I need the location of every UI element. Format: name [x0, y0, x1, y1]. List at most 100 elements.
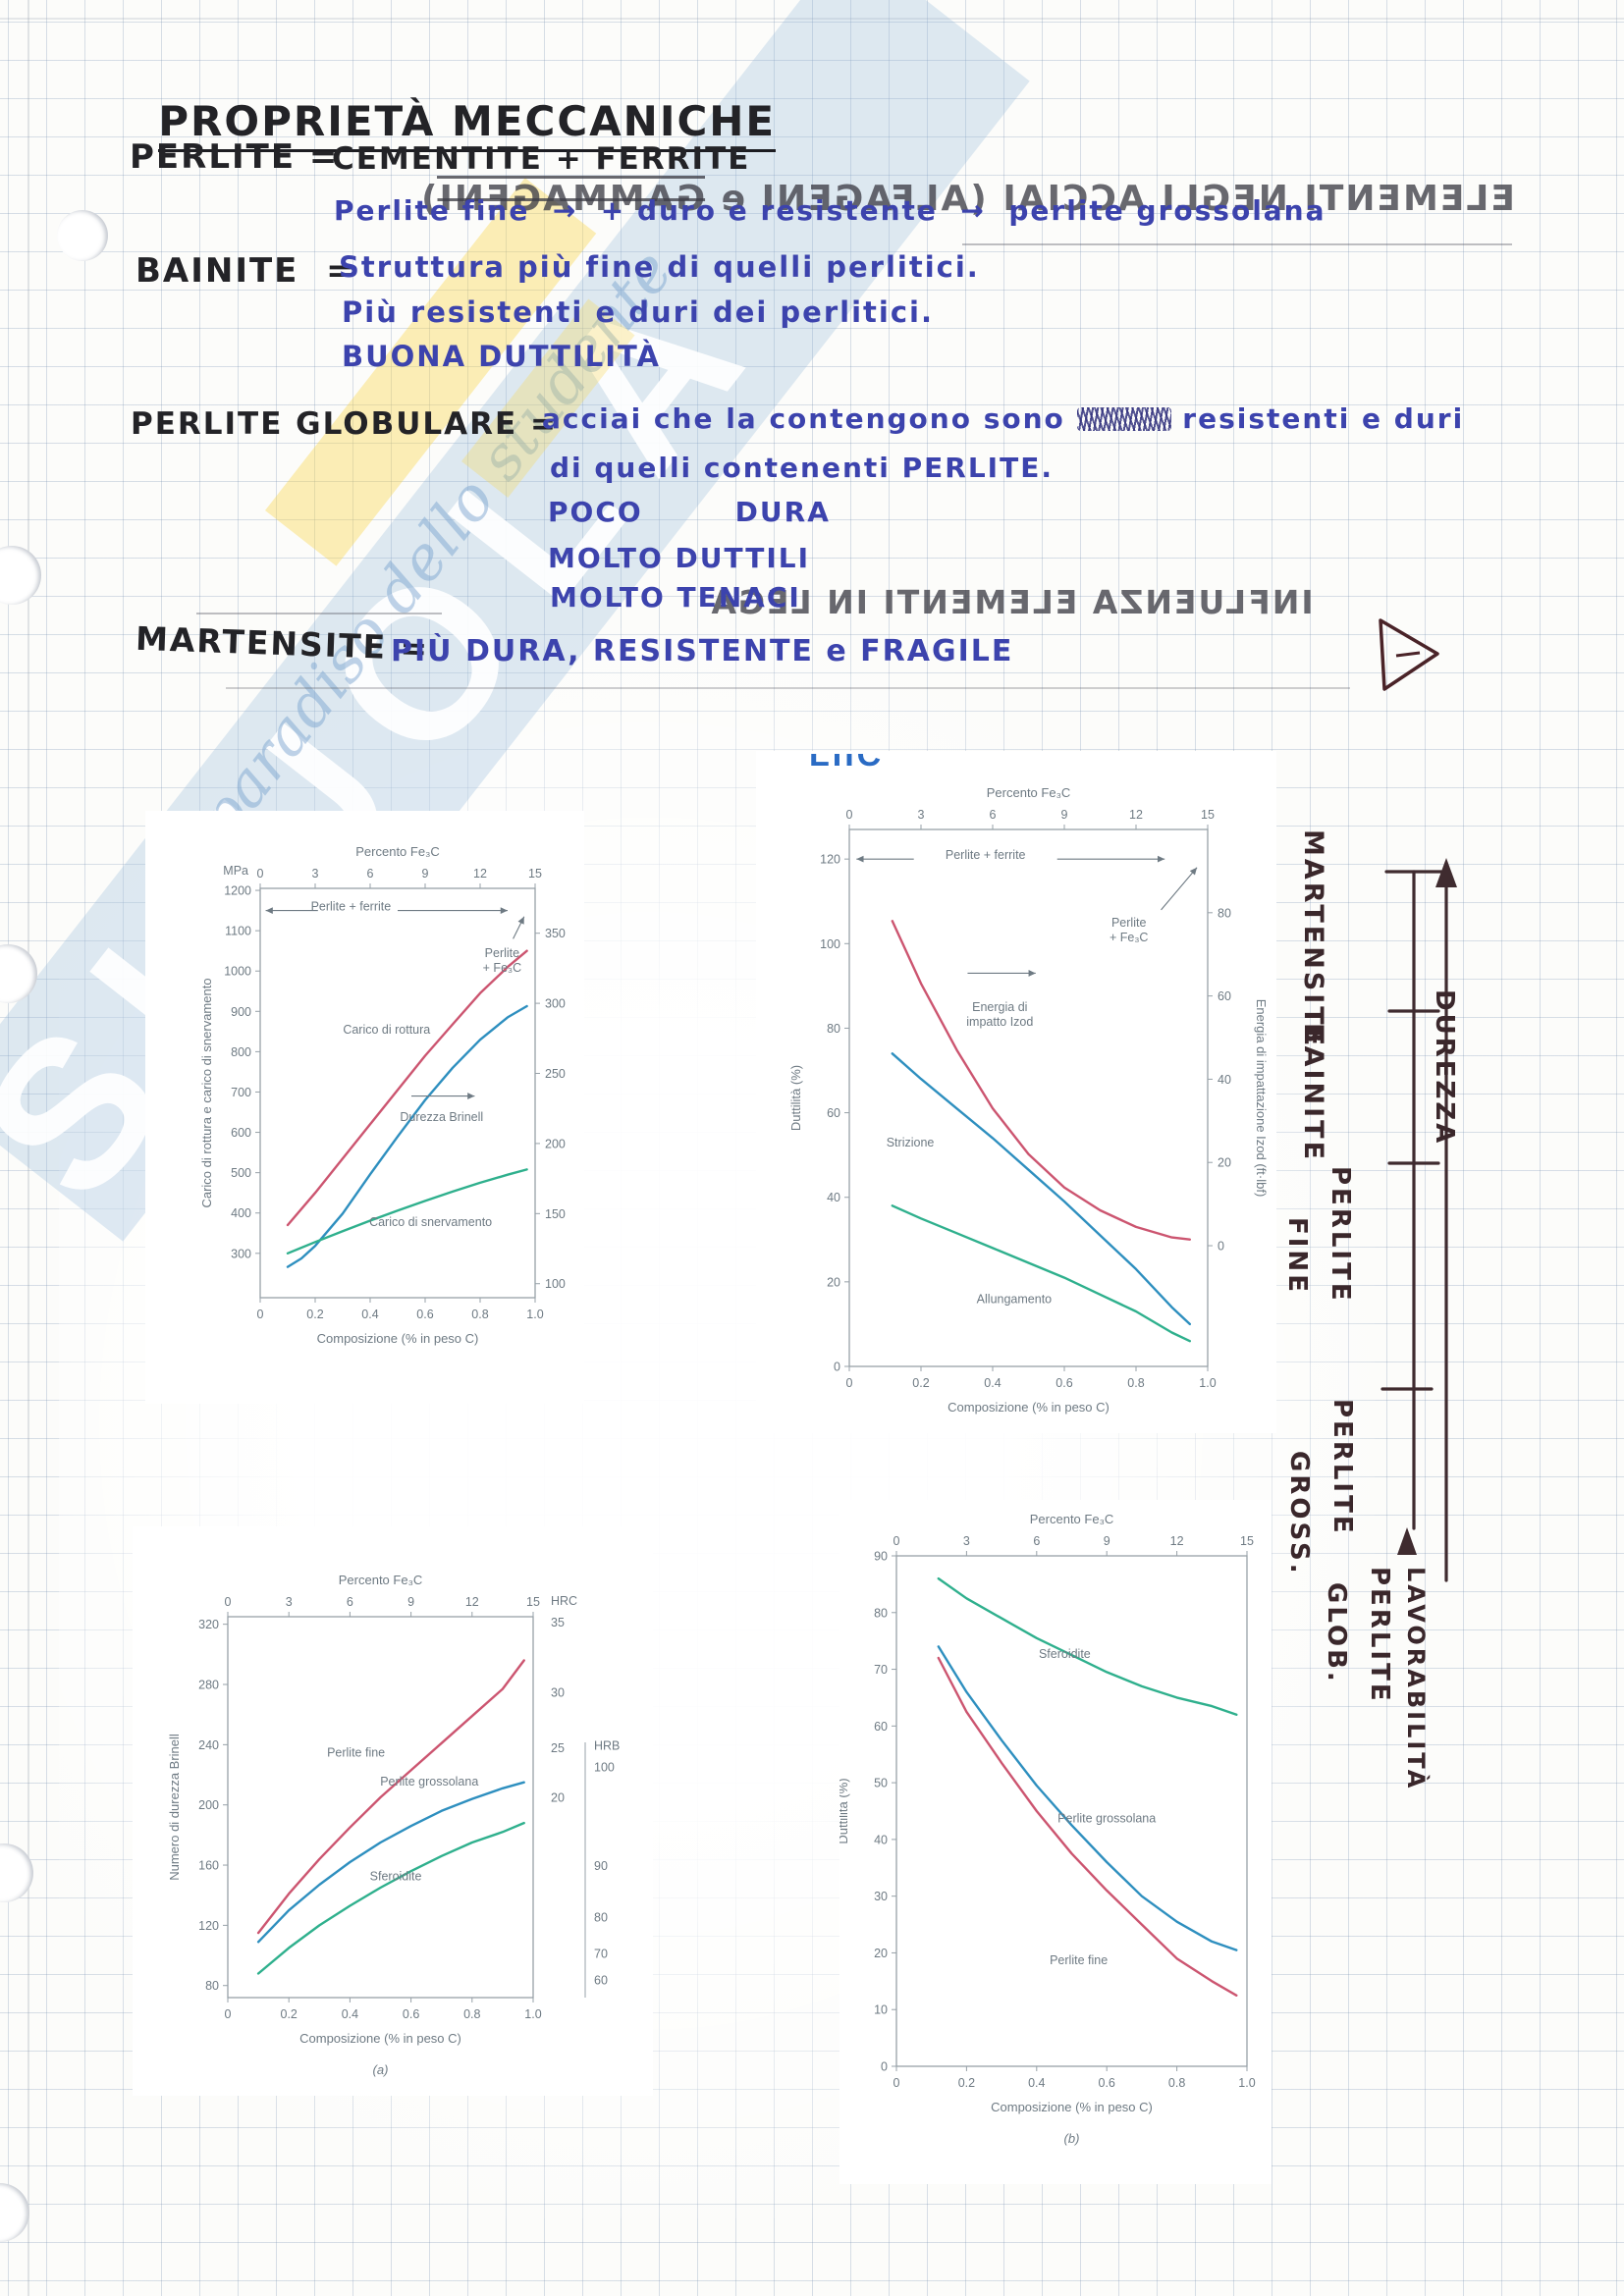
svg-text:80: 80: [594, 1911, 608, 1925]
equals-sign: =: [326, 251, 356, 291]
perlite-term-text: PERLITE: [130, 137, 297, 177]
svg-text:0: 0: [225, 1595, 232, 1609]
svg-text:700: 700: [231, 1086, 251, 1099]
stray-ruled-line: [196, 613, 442, 614]
svg-text:40: 40: [827, 1191, 840, 1204]
triangle-doodle: [1379, 618, 1439, 691]
svg-text:0: 0: [893, 2076, 900, 2090]
svg-text:50: 50: [874, 1777, 888, 1790]
svg-text:0.2: 0.2: [912, 1376, 929, 1390]
svg-text:120: 120: [820, 853, 840, 867]
margin-label-durezza: DUREZZA: [1430, 989, 1459, 1147]
svg-text:0: 0: [893, 1534, 900, 1548]
svg-text:0.8: 0.8: [471, 1308, 488, 1321]
chart-strength-hardness: 0 0.2 0.4 0.6 0.8 1.0 Composizione (% in peso …: [199, 844, 596, 1346]
svg-text:Perlite + ferrite: Perlite + ferrite: [311, 900, 392, 914]
svg-text:0.4: 0.4: [361, 1308, 378, 1321]
margin-label-perlite-glob-2: GLOB.: [1322, 1582, 1351, 1684]
svg-text:35: 35: [551, 1616, 565, 1629]
equals-sign: =: [530, 406, 558, 442]
svg-text:0.6: 0.6: [1056, 1376, 1072, 1390]
svg-text:Sferoidite: Sferoidite: [1039, 1647, 1091, 1661]
svg-text:3: 3: [918, 808, 925, 822]
svg-text:90: 90: [874, 1550, 888, 1564]
svg-text:0: 0: [846, 808, 853, 822]
svg-text:1200: 1200: [224, 884, 251, 898]
clipped-print-fragment-text: LIIC: [809, 754, 885, 774]
margin-label-lavorabilita: LAVORABILITÀ: [1402, 1567, 1430, 1791]
svg-text:0: 0: [834, 1361, 840, 1374]
svg-text:150: 150: [545, 1207, 566, 1221]
margin-label-perlite-fine-1: PERLITE: [1326, 1166, 1355, 1304]
page-title: PROPRIETÀ MECCANICHE: [126, 49, 777, 152]
margin-scale-lines: [1380, 858, 1457, 1582]
figure-strength-hardness: 0 0.2 0.4 0.6 0.8 1.0 Composizione (% in peso …: [145, 811, 596, 1404]
margin-label-perlite-gross-1: PERLITE: [1327, 1399, 1357, 1536]
svg-text:6: 6: [990, 808, 997, 822]
svg-text:0.4: 0.4: [1028, 2076, 1045, 2090]
svg-text:Percento Fe₃C: Percento Fe₃C: [987, 785, 1071, 800]
svg-text:250: 250: [545, 1067, 566, 1081]
svg-text:70: 70: [874, 1663, 888, 1677]
svg-text:60: 60: [827, 1106, 840, 1120]
svg-text:80: 80: [827, 1022, 840, 1036]
chart-ductility-microstructures: 0 0.2 0.4 0.6 0.8 1.0 Composizione (% in peso …: [836, 1512, 1256, 2146]
svg-text:15: 15: [526, 1595, 540, 1609]
svg-text:30: 30: [551, 1686, 565, 1700]
svg-text:80: 80: [1218, 906, 1231, 920]
globulare-line-1a: acciai che la contengono sono: [542, 402, 1077, 435]
chart-ductility-impact: 0 0.2 0.4 0.6 0.8 1.0 Composizione (% in peso …: [788, 785, 1269, 1415]
svg-text:500: 500: [231, 1166, 251, 1180]
svg-text:Composizione (% in peso C): Composizione (% in peso C): [317, 1331, 479, 1346]
svg-text:0: 0: [257, 867, 264, 881]
svg-text:3: 3: [312, 867, 319, 881]
svg-text:0.2: 0.2: [281, 2007, 298, 2021]
globulare-line-1b: resistenti e duri: [1170, 402, 1465, 435]
svg-text:20: 20: [551, 1790, 565, 1804]
svg-text:HRB: HRB: [594, 1738, 620, 1752]
svg-text:12: 12: [465, 1595, 479, 1609]
svg-text:12: 12: [473, 867, 487, 881]
svg-text:0: 0: [257, 1308, 264, 1321]
svg-text:1.0: 1.0: [526, 1308, 543, 1321]
svg-text:Carico di snervamento: Carico di snervamento: [369, 1215, 492, 1229]
chart-hardness-microstructures: 0 0.2 0.4 0.6 0.8 1.0 Composizione (% in peso …: [167, 1573, 620, 2077]
svg-text:40: 40: [1218, 1073, 1231, 1087]
margin-label-perlite-glob-1: PERLITE: [1365, 1567, 1394, 1704]
scribbled-word: [1076, 407, 1171, 431]
svg-text:Perlite + ferrite: Perlite + ferrite: [946, 848, 1026, 862]
svg-text:600: 600: [231, 1126, 251, 1140]
martensite-definition: PIÙ DURA, RESISTENTE e FRAGILE: [391, 634, 1014, 668]
svg-text:800: 800: [231, 1045, 251, 1059]
bainite-line-2: Più resistenti e duri dei perlitici.: [342, 295, 934, 329]
svg-text:0: 0: [881, 2060, 888, 2074]
page-title-text: PROPRIETÀ MECCANICHE: [158, 97, 777, 152]
svg-text:Duttilità (%): Duttilità (%): [839, 1778, 850, 1843]
svg-text:6: 6: [1033, 1534, 1040, 1548]
svg-text:+ Fe₃C: + Fe₃C: [483, 961, 521, 975]
svg-text:6: 6: [347, 1595, 353, 1609]
globulare-item-3: MOLTO TENACI: [550, 581, 801, 614]
svg-text:6: 6: [367, 867, 374, 881]
svg-text:15: 15: [1201, 808, 1215, 822]
svg-text:9: 9: [422, 867, 429, 881]
svg-text:12: 12: [1129, 808, 1143, 822]
figure-hardness-microstructures: 0 0.2 0.4 0.6 0.8 1.0 Composizione (% in peso …: [133, 1526, 653, 2096]
bainite-line-1: Struttura più fine di quelli perlitici.: [339, 250, 980, 284]
svg-text:100: 100: [545, 1277, 566, 1291]
margin-label-perlite-fine-2: FINE: [1282, 1217, 1312, 1295]
svg-text:200: 200: [545, 1137, 566, 1150]
svg-text:0.8: 0.8: [1168, 2076, 1185, 2090]
svg-text:0.6: 0.6: [403, 2007, 419, 2021]
svg-text:+ Fe₃C: + Fe₃C: [1110, 931, 1148, 944]
perlite-definition: CEMENTITE + FERRITE: [332, 141, 751, 177]
svg-text:15: 15: [1240, 1534, 1254, 1548]
svg-text:3: 3: [286, 1595, 293, 1609]
svg-text:60: 60: [1218, 989, 1231, 1003]
svg-text:80: 80: [205, 1979, 219, 1993]
lavorabilita-arrowhead: [1397, 1527, 1417, 1555]
svg-text:12: 12: [1170, 1534, 1184, 1548]
page-left-edge: [27, 0, 29, 2296]
figure-ductility-impact: 0 0.2 0.4 0.6 0.8 1.0 Composizione (% in peso …: [756, 751, 1276, 1433]
globulare-item-2: MOLTO DUTTILI: [548, 542, 811, 574]
